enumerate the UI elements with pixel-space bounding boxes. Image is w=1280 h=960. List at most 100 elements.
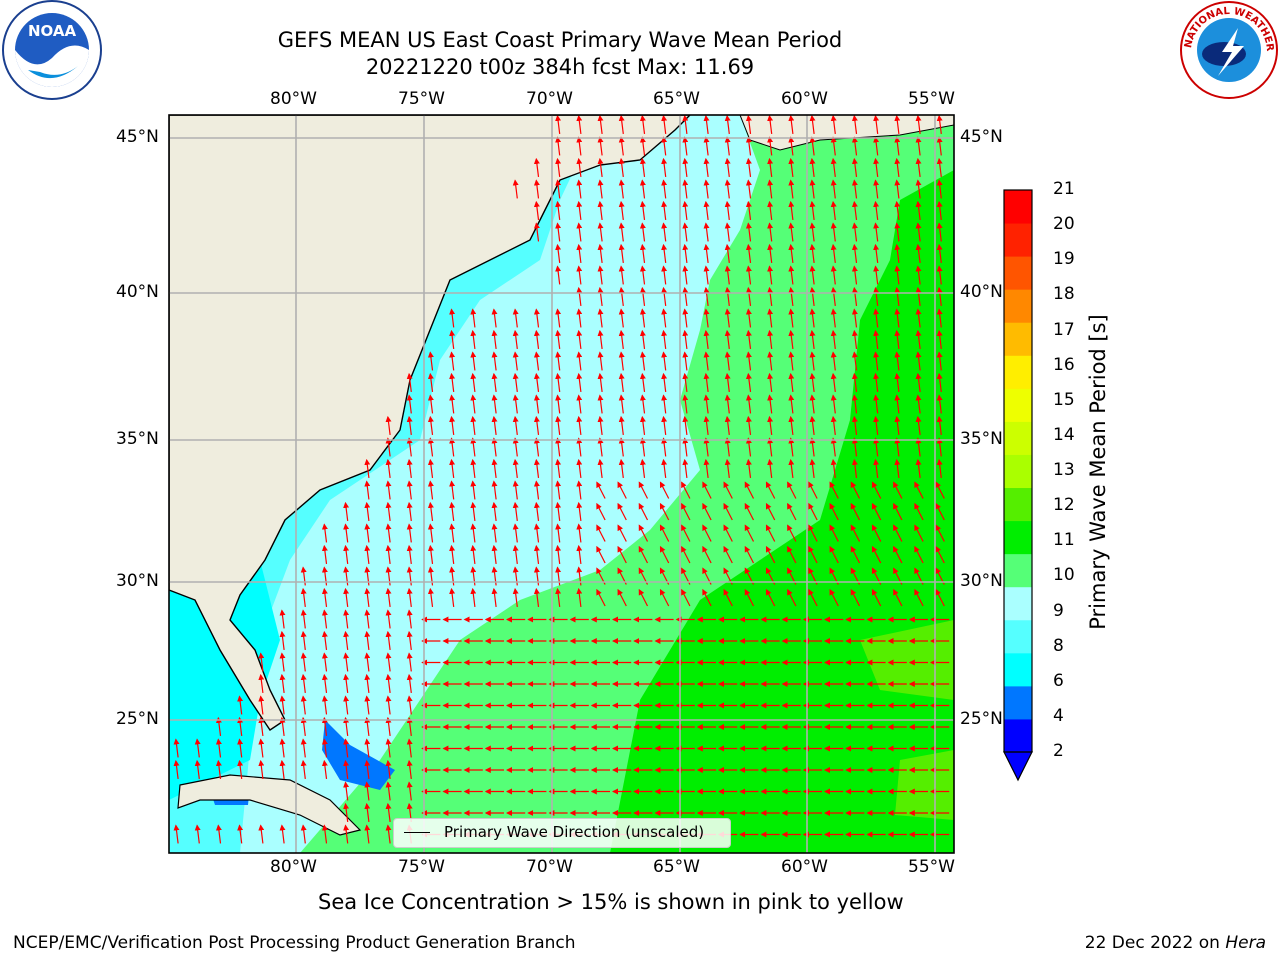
wave-direction-arrow (385, 802, 392, 822)
nws-logo: NATIONAL WEATHER SERVICE (1178, 0, 1278, 99)
wave-direction-arrow (936, 265, 943, 285)
wave-direction-arrow (300, 824, 307, 844)
wave-direction-arrow (406, 501, 413, 521)
wave-direction-arrow (237, 738, 244, 758)
wave-direction-arrow (767, 458, 774, 478)
wave-direction-arrow (427, 394, 434, 414)
wave-direction-arrow (555, 265, 562, 285)
wave-direction-arrow (533, 200, 540, 220)
wave-direction-arrow (893, 545, 903, 564)
wave-direction-arrow (321, 652, 328, 672)
wave-direction-arrow (661, 372, 668, 392)
wave-direction-arrow (555, 243, 562, 263)
wave-direction-arrow (618, 372, 625, 392)
wave-direction-arrow (576, 286, 583, 306)
wave-direction-arrow (617, 588, 627, 607)
wave-direction-arrow (661, 115, 668, 134)
wave-direction-arrow (703, 179, 710, 199)
lon-label-top: 75°W (398, 89, 445, 109)
wave-direction-arrow (661, 286, 668, 306)
wave-direction-arrow (364, 738, 371, 758)
wave-direction-arrow (597, 394, 604, 414)
colorbar-band (1004, 586, 1032, 621)
colorbar-band (1004, 652, 1032, 687)
wave-direction-arrow (597, 136, 604, 156)
wave-direction-arrow (364, 802, 371, 822)
wave-direction-arrow (533, 480, 540, 500)
wave-direction-arrow (406, 673, 413, 693)
wave-direction-arrow (703, 372, 710, 392)
map-field (169, 115, 954, 853)
colorbar-frame (1003, 189, 1033, 753)
colorbar-tick-label: 4 (1053, 705, 1064, 726)
wave-direction-arrow (682, 415, 689, 435)
wave-direction-arrow (682, 136, 689, 156)
wave-direction-arrow (300, 609, 307, 629)
wave-direction-arrow (873, 458, 880, 478)
wave-direction-arrow (533, 157, 540, 177)
wave-direction-arrow (596, 481, 606, 499)
wave-direction-arrow (703, 351, 710, 371)
colorbar-tick-label: 17 (1053, 319, 1075, 340)
colorbar-band (1004, 289, 1032, 323)
wave-direction-arrow (576, 351, 583, 371)
wave-direction-arrow (830, 394, 837, 414)
wave-direction-arrow (788, 437, 795, 457)
map-frame (168, 114, 955, 854)
wave-direction-arrow (894, 179, 901, 199)
wave-direction-arrow (385, 501, 392, 521)
wave-direction-arrow (851, 415, 858, 435)
wave-direction-arrow (767, 372, 774, 392)
lon-label-bottom: 60°W (781, 857, 828, 877)
wave-direction-arrow (682, 179, 689, 199)
wave-direction-arrow (724, 458, 731, 478)
wave-direction-arrow (681, 524, 691, 542)
wave-direction-arrow (873, 286, 880, 306)
wave-direction-arrow (915, 179, 922, 199)
wave-direction-arrow (893, 588, 903, 607)
lon-label-bottom: 55°W (908, 857, 955, 877)
wave-direction-arrow (873, 200, 880, 220)
lat-label-left: 40°N (116, 282, 159, 302)
wave-direction-arrow (830, 458, 837, 478)
wave-direction-arrow (682, 458, 689, 478)
lon-label-bottom: 80°W (270, 857, 317, 877)
wave-direction-arrow (343, 802, 350, 822)
wave-direction-arrow (512, 372, 519, 392)
wave-direction-arrow (321, 630, 328, 650)
wave-direction-arrow (618, 308, 625, 328)
wave-direction-arrow (427, 415, 434, 435)
wave-direction-arrow (406, 458, 413, 478)
wave-direction-arrow (555, 394, 562, 414)
wave-direction-arrow (491, 480, 498, 500)
colorbar-band (1004, 520, 1032, 555)
wave-direction-arrow (767, 351, 774, 371)
wave-direction-arrow (576, 222, 583, 242)
wave-direction-arrow (618, 115, 625, 134)
wave-direction-arrow (914, 588, 924, 607)
footer-date: 22 Dec 2022 on Hera (1085, 933, 1266, 953)
wave-direction-arrow (618, 394, 625, 414)
wave-direction-arrow (936, 115, 943, 134)
wave-direction-arrow (829, 524, 839, 542)
wave-direction-arrow (787, 524, 797, 542)
wave-direction-arrow (576, 308, 583, 328)
wave-direction-arrow (555, 157, 562, 177)
wave-direction-arrow (745, 351, 752, 371)
wave-direction-arrow (343, 759, 350, 779)
wave-direction-arrow (894, 329, 901, 349)
wave-direction-arrow (915, 415, 922, 435)
wave-direction-arrow (449, 372, 456, 392)
wave-direction-arrow (427, 501, 434, 521)
wave-direction-arrow (597, 200, 604, 220)
wave-direction-arrow (723, 588, 733, 607)
wave-direction-arrow (576, 458, 583, 478)
wave-direction-arrow (279, 609, 286, 629)
wave-direction-arrow (512, 544, 519, 564)
wave-direction-arrow (618, 286, 625, 306)
footer-credit: NCEP/EMC/Verification Post Processing Pr… (13, 933, 576, 953)
lat-label-left: 45°N (116, 127, 159, 147)
wave-direction-arrow (745, 329, 752, 349)
wave-direction-arrow (576, 437, 583, 457)
chart-title: GEFS MEAN US East Coast Primary Wave Mea… (277, 28, 843, 52)
